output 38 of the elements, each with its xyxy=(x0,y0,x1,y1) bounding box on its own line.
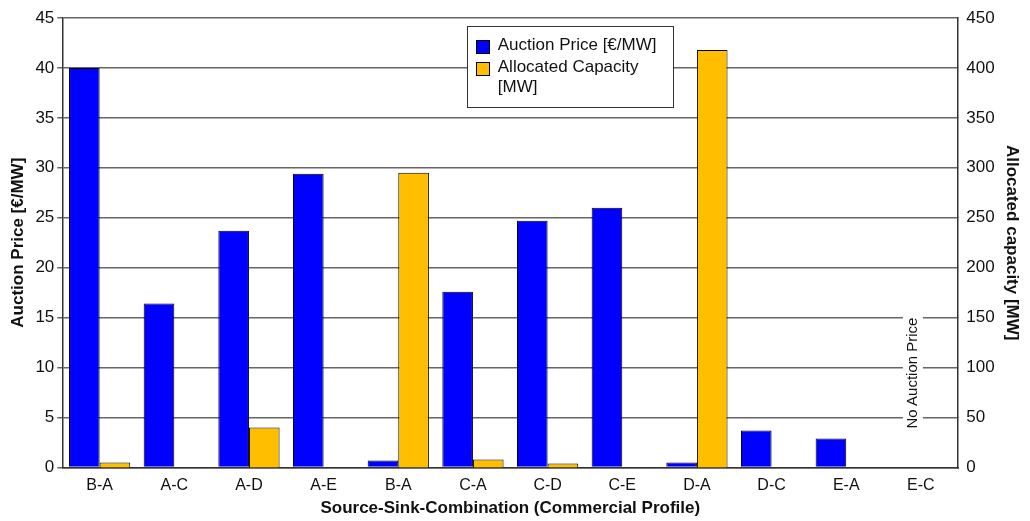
legend-label: Allocated Capacity [MW] xyxy=(497,57,640,97)
y2-tick-label: 250 xyxy=(966,207,995,227)
x-tick-label: D-A xyxy=(683,476,712,494)
x-axis-title: Source-Sink-Combination (Commercial Profile) xyxy=(320,498,701,518)
x-tick-label: A-C xyxy=(160,476,189,494)
y2-tick-label: 300 xyxy=(966,157,995,177)
annotation: No Auction Price xyxy=(903,317,921,429)
x-tick-label: C-A xyxy=(459,476,488,494)
legend-label: Auction Price [€/MW] xyxy=(497,35,658,55)
x-tick-label: B-A xyxy=(86,476,114,494)
x-tick-label: C-D xyxy=(533,476,562,494)
y-tick-label: 5 xyxy=(44,407,55,427)
y2-tick-label: 100 xyxy=(966,357,995,377)
x-tick-label: A-D xyxy=(235,476,263,494)
y-tick-label: 15 xyxy=(35,307,55,327)
y2-tick-label: 400 xyxy=(966,57,995,77)
y-tick-label: 45 xyxy=(35,7,55,27)
y2-tick-label: 50 xyxy=(966,407,986,427)
y2-axis-title: Allocated capacity [MW] xyxy=(1003,144,1023,341)
y-tick-label: 40 xyxy=(35,57,55,77)
x-tick-label: E-C xyxy=(907,476,935,494)
y-axis-title: Auction Price [€/MW] xyxy=(7,157,27,328)
y2-tick-label: 150 xyxy=(966,307,995,327)
y2-tick-label: 200 xyxy=(966,257,995,277)
y-tick-label: 35 xyxy=(35,107,55,127)
x-tick-label: E-A xyxy=(832,476,860,494)
y2-tick-label: 350 xyxy=(966,107,995,127)
y2-tick-label: 0 xyxy=(966,457,976,477)
x-tick-label: D-C xyxy=(757,476,786,494)
y-tick-label: 0 xyxy=(44,457,55,477)
y-tick-label: 20 xyxy=(35,257,55,277)
y-tick-label: 30 xyxy=(35,157,55,177)
x-tick-label: A-E xyxy=(310,476,337,494)
y2-tick-label: 450 xyxy=(966,7,995,27)
y-tick-label: 25 xyxy=(35,207,55,227)
y-tick-label: 10 xyxy=(35,357,55,377)
x-tick-label: C-E xyxy=(608,476,637,494)
x-tick-label: B-A xyxy=(384,476,412,494)
